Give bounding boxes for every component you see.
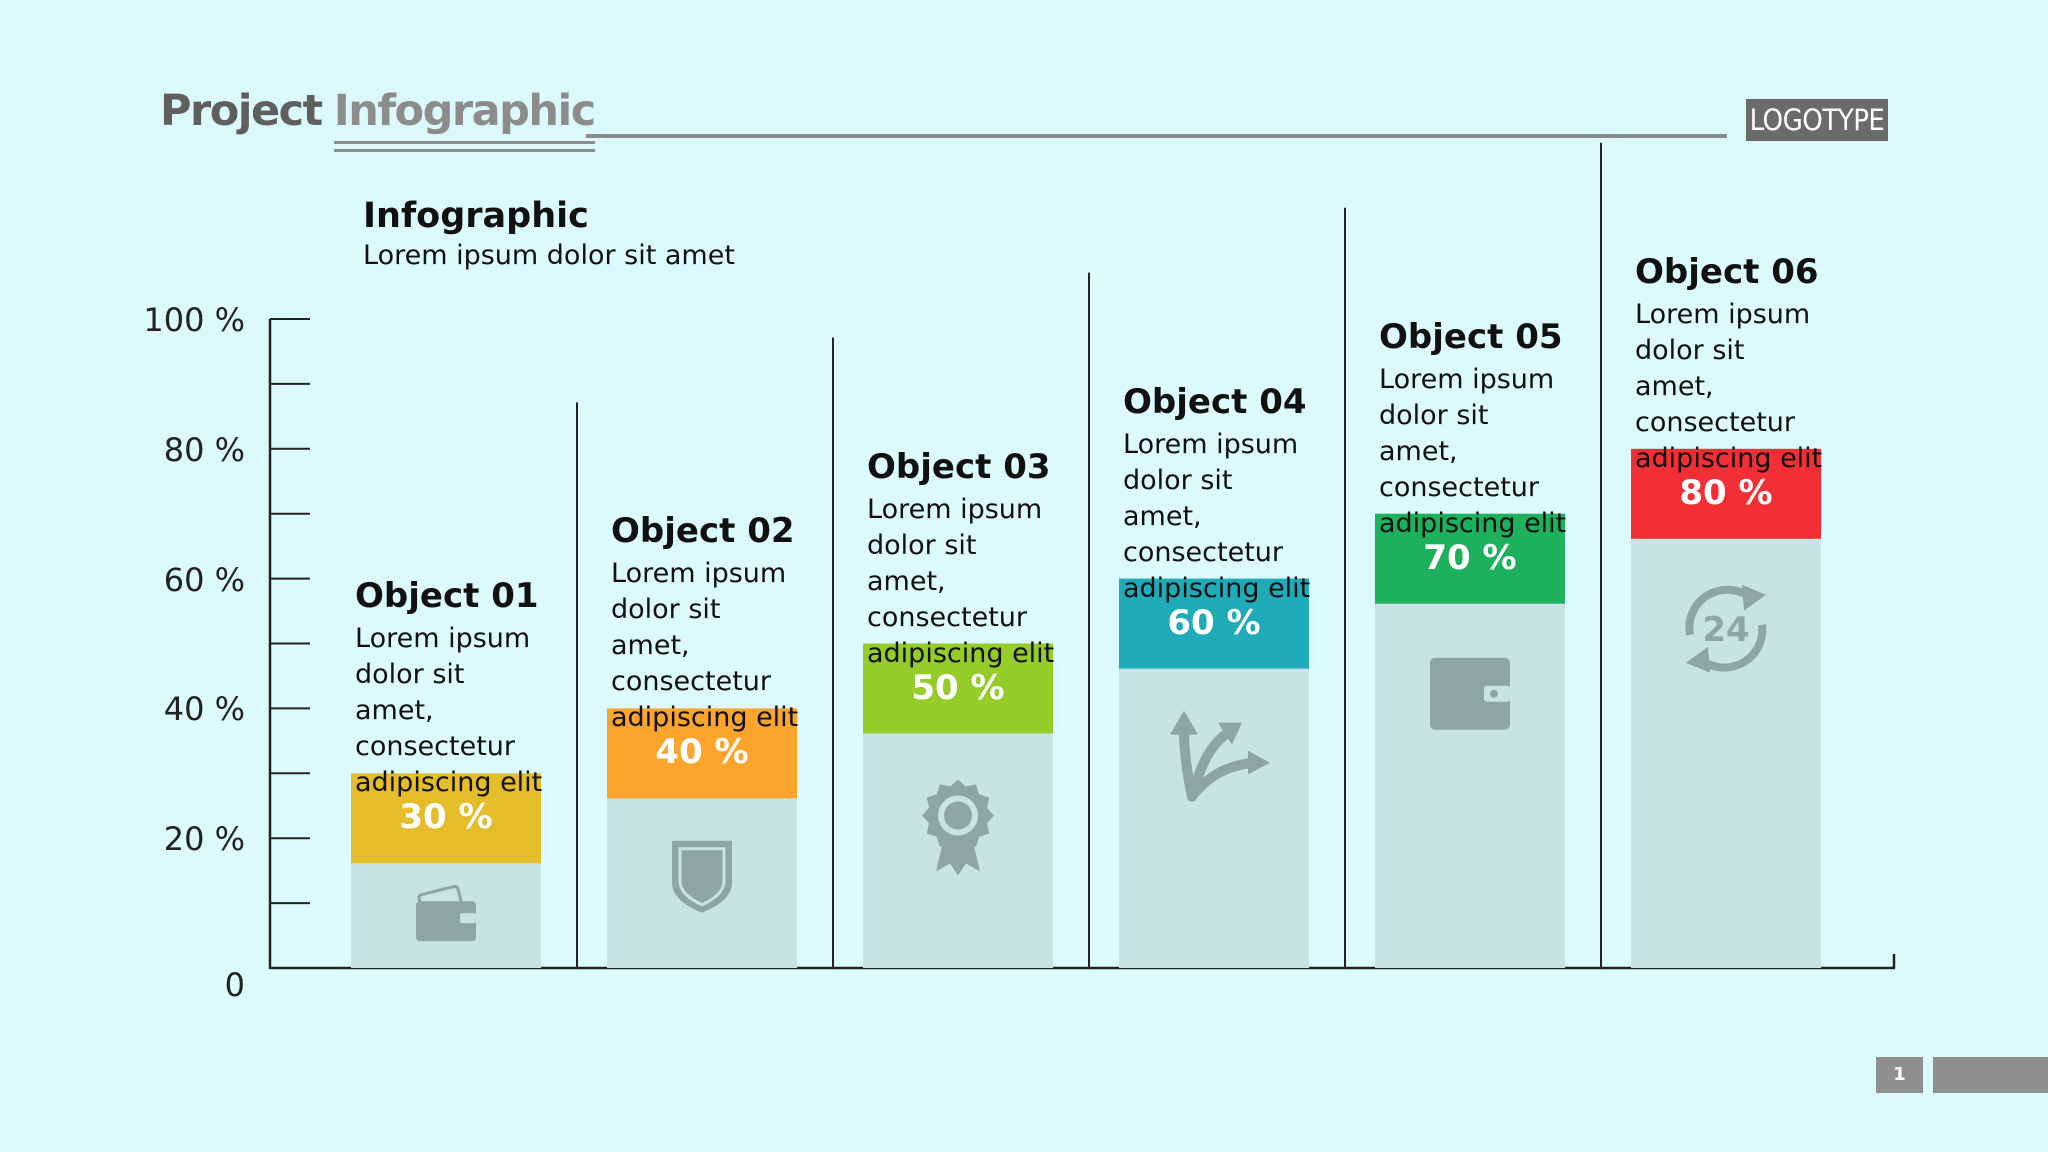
description-line: Lorem ipsum [1635, 298, 1811, 330]
logo: LOGOTYPE [1746, 99, 1888, 141]
bar-value-cap [351, 773, 541, 864]
arrows-split-icon [1248, 750, 1270, 775]
y-tick-label: 80 % [163, 430, 245, 469]
bar-value-cap [1119, 578, 1309, 669]
y-tick-label: 0 [224, 966, 245, 1004]
arrows-split-icon [1187, 757, 1259, 802]
page-title: Project Infographic [160, 86, 596, 152]
wallet-card-icon [460, 913, 476, 924]
category-label: Object 03 [867, 446, 1051, 487]
24-hours-icon [1686, 646, 1710, 673]
description-line: dolor sit amet, [1379, 399, 1489, 467]
award-badge-icon [944, 801, 972, 830]
description-line: adipiscing elit [867, 637, 1055, 669]
bar-value-cap [1631, 448, 1821, 539]
y-tick-label: 60 % [163, 560, 245, 599]
description-line: Lorem ipsum [1379, 363, 1555, 395]
category-description: Lorem ipsum dolor sit amet, consectetur adi… [355, 621, 545, 801]
category-label: Object 01 [355, 576, 539, 617]
wallet-icon [1490, 689, 1498, 698]
description-line: consectetur [355, 731, 515, 763]
page-number: 1 [1876, 1057, 1923, 1093]
bar-value-cap [1375, 513, 1565, 604]
page-number-bar [1933, 1057, 2048, 1093]
description-line: Lorem ipsum [1123, 428, 1299, 460]
bar-value-label: 40 % [655, 732, 749, 773]
description-line: Lorem ipsum [867, 493, 1043, 525]
description-line: consectetur [611, 666, 771, 698]
24-hours-icon [1697, 624, 1767, 672]
wallet-icon [1430, 657, 1510, 730]
description-line: adipiscing elit [1635, 442, 1823, 474]
category-description: Lorem ipsum dolor sit amet, consectetur adi… [1635, 297, 1825, 477]
description-line: dolor sit amet, [355, 659, 465, 727]
24-hours-icon [1685, 585, 1755, 636]
shield-icon [678, 847, 726, 907]
category-description: Lorem ipsum dolor sit amet, consectetur adi… [611, 556, 801, 736]
description-line: Lorem ipsum [355, 623, 531, 655]
y-tick-label: 40 % [163, 690, 245, 729]
category-label: Object 02 [611, 511, 795, 552]
bar-value-label: 80 % [1679, 472, 1773, 513]
description-line: consectetur [1635, 406, 1795, 438]
description-line: dolor sit amet, [867, 529, 977, 597]
category-label: Object 04 [1123, 381, 1307, 422]
bar-value-label: 70 % [1423, 537, 1517, 578]
bar-body [1631, 538, 1821, 968]
chart-heading: Infographic [363, 196, 589, 236]
description-line: adipiscing elit [611, 702, 799, 734]
description-line: consectetur [1123, 536, 1283, 568]
title-underline [333, 141, 595, 144]
bar-value-cap [607, 708, 797, 799]
description-line: adipiscing elit [1379, 507, 1567, 539]
y-tick-label: 100 % [143, 301, 245, 339]
bar-body [1119, 668, 1309, 968]
title-part-infographic-text: Infographic [333, 86, 596, 136]
arrows-split-icon [1170, 710, 1198, 735]
category-description: Lorem ipsum dolor sit amet, consectetur adi… [1379, 362, 1569, 542]
bar-value-label: 30 % [399, 797, 493, 838]
description-line: adipiscing elit [1123, 572, 1311, 604]
description-line: consectetur [867, 601, 1027, 633]
bar-value-label: 50 % [911, 667, 1005, 708]
bar-value-label: 60 % [1167, 602, 1261, 643]
title-part-project: Project [160, 86, 323, 136]
description-line: consectetur [1379, 471, 1539, 503]
24-hours-icon [1742, 584, 1766, 611]
header-rule [586, 134, 1727, 138]
24-hours-icon: 24 [1702, 610, 1749, 650]
description-line: dolor sit amet, [1123, 464, 1233, 532]
description-line: Lorem ipsum [611, 558, 787, 590]
y-tick-label: 20 % [163, 820, 245, 859]
arrows-split-icon [1218, 722, 1242, 745]
category-label: Object 05 [1379, 316, 1563, 357]
description-line: dolor sit amet, [611, 594, 721, 662]
category-description: Lorem ipsum dolor sit amet, consectetur adi… [1123, 427, 1313, 607]
description-line: adipiscing elit [355, 767, 543, 799]
title-part-infographic: Infographic [333, 86, 596, 152]
category-description: Lorem ipsum dolor sit amet, consectetur adi… [867, 492, 1057, 672]
title-underline [333, 149, 595, 152]
description-line: dolor sit amet, [1635, 334, 1745, 402]
category-label: Object 06 [1635, 251, 1819, 292]
award-badge-icon [936, 837, 980, 876]
wallet-card-icon [416, 901, 476, 942]
bar-value-cap [863, 643, 1053, 734]
chart-subheading: Lorem ipsum dolor sit amet [363, 240, 735, 271]
